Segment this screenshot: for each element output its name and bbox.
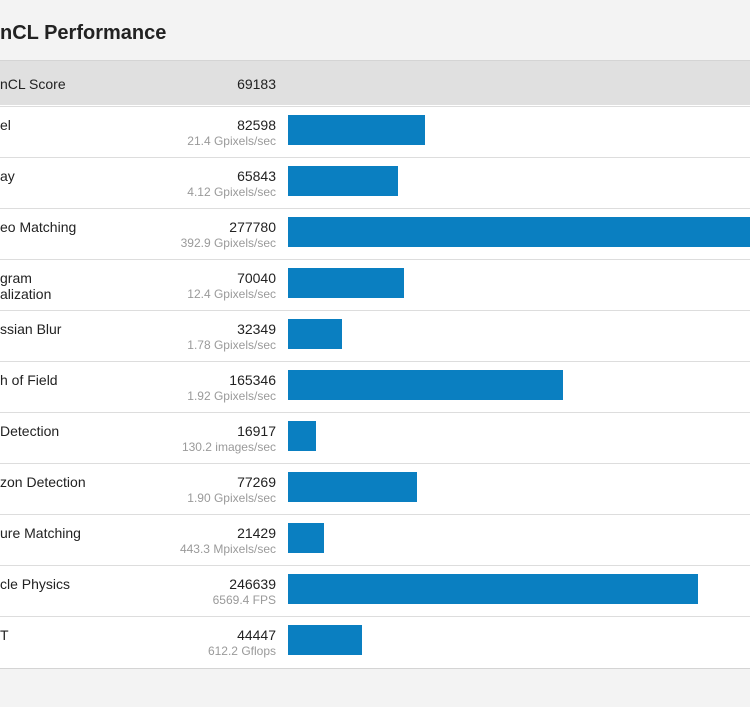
test-name: zon Detection: [0, 474, 86, 490]
result-row: zon Detection 77269 1.90 Gpixels/sec: [0, 463, 750, 514]
test-name: el: [0, 117, 11, 133]
test-name: eo Matching: [0, 219, 77, 235]
score-bar: [288, 268, 405, 298]
test-name: Detection: [0, 423, 60, 439]
test-score: 32349: [237, 321, 276, 337]
result-row: Detection 16917 130.2 images/sec: [0, 412, 750, 463]
test-score: 16917: [237, 423, 276, 439]
test-rate: 6569.4 FPS: [212, 593, 276, 607]
section-title: nCL Performance: [0, 22, 167, 44]
score-bar: [288, 166, 398, 196]
score-bar: [288, 370, 563, 400]
test-score: 277780: [229, 219, 276, 235]
test-rate: 443.3 Mpixels/sec: [179, 542, 276, 556]
test-name: T: [0, 627, 9, 643]
test-score: 70040: [237, 270, 276, 286]
test-score: 165346: [229, 372, 276, 388]
score-bar: [288, 574, 699, 604]
test-score: 77269: [237, 474, 276, 490]
result-row: eo Matching 277780 392.9 Gpixels/sec: [0, 208, 750, 259]
results-table: nCL Score 69183 el 82598 21.4 Gpixels/sec a…: [0, 60, 750, 669]
result-row: T 44447 612.2 Gflops: [0, 616, 750, 667]
result-row: el 82598 21.4 Gpixels/sec: [0, 106, 750, 157]
test-rate: 1.92 Gpixels/sec: [187, 389, 276, 403]
summary-label: nCL Score: [0, 76, 66, 92]
test-score: 21429: [237, 525, 276, 541]
test-score: 44447: [237, 627, 276, 643]
result-row: h of Field 165346 1.92 Gpixels/sec: [0, 361, 750, 412]
test-rate: 612.2 Gflops: [207, 644, 276, 658]
test-rate: 1.78 Gpixels/sec: [187, 338, 276, 352]
score-bar: [288, 421, 317, 451]
test-name: ssian Blur: [0, 321, 62, 337]
summary-row: nCL Score 69183: [0, 61, 750, 105]
test-rate: 21.4 Gpixels/sec: [187, 134, 276, 148]
test-rate: 130.2 images/sec: [181, 440, 276, 454]
score-bar: [288, 115, 426, 145]
score-bar: [288, 523, 324, 553]
score-bar: [288, 217, 750, 247]
result-row: ure Matching 21429 443.3 Mpixels/sec: [0, 514, 750, 565]
test-score: 65843: [237, 168, 276, 184]
test-score: 82598: [237, 117, 276, 133]
test-name: cle Physics: [0, 576, 71, 592]
result-row: ay 65843 4.12 Gpixels/sec: [0, 157, 750, 208]
test-name: h of Field: [0, 372, 58, 388]
test-score: 246639: [229, 576, 276, 592]
score-bar: [288, 625, 362, 655]
test-rate: 12.4 Gpixels/sec: [187, 287, 276, 301]
result-row: gram alization 70040 12.4 Gpixels/sec: [0, 259, 750, 310]
test-name: ay: [0, 168, 15, 184]
test-rate: 1.90 Gpixels/sec: [187, 491, 276, 505]
score-bar: [288, 472, 417, 502]
score-bar: [288, 319, 342, 349]
summary-score: 69183: [237, 76, 276, 92]
result-row: ssian Blur 32349 1.78 Gpixels/sec: [0, 310, 750, 361]
test-name: gram alization: [0, 270, 52, 302]
test-rate: 392.9 Gpixels/sec: [180, 236, 276, 250]
test-name: ure Matching: [0, 525, 81, 541]
test-rate: 4.12 Gpixels/sec: [187, 185, 276, 199]
result-row: cle Physics 246639 6569.4 FPS: [0, 565, 750, 616]
